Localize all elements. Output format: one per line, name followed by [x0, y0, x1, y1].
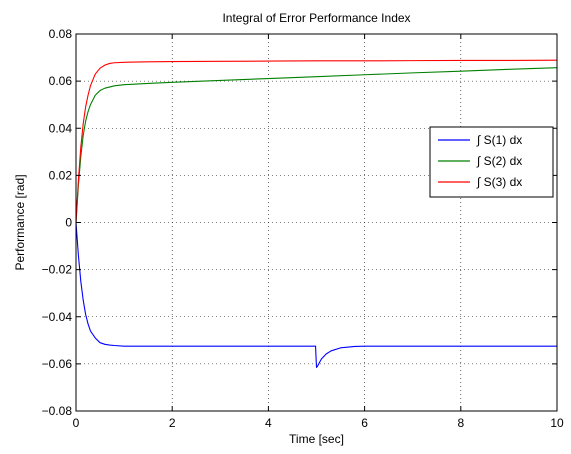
y-tick-label: 0.04 — [49, 121, 73, 135]
y-tick-label: 0.02 — [49, 168, 73, 182]
y-tick-label: −0.08 — [42, 404, 73, 418]
y-tick-label: −0.06 — [42, 357, 73, 371]
y-tick-label: 0.06 — [49, 74, 73, 88]
y-tick-label: 0.08 — [49, 27, 73, 41]
chart-title: Integral of Error Performance Index — [222, 11, 410, 25]
x-tick-label: 0 — [73, 416, 80, 430]
legend: ∫ S(1) dx ∫ S(2) dx ∫ S(3) dx — [429, 126, 554, 198]
series-layer — [75, 59, 558, 368]
legend-label-1: ∫ S(1) dx — [476, 133, 522, 147]
series-line-3 — [75, 59, 558, 223]
x-tick-label: 8 — [457, 416, 464, 430]
x-tick-label: 6 — [361, 416, 368, 430]
x-tick-label: 4 — [265, 416, 272, 430]
series-line-2 — [75, 67, 558, 223]
x-tick-label: 2 — [169, 416, 176, 430]
ticks: 0 2 4 6 8 10 −0.08 −0.06 −0.04 −0.02 0 0.02 0.04 0.06… — [42, 27, 564, 430]
y-tick-label: 0 — [65, 216, 72, 230]
series-line-1 — [75, 222, 557, 368]
y-tick-label: −0.04 — [42, 310, 73, 324]
legend-box — [429, 126, 554, 198]
legend-label-3: ∫ S(3) dx — [476, 175, 522, 189]
x-axis-title: Time [sec] — [289, 432, 344, 446]
legend-label-2: ∫ S(2) dx — [476, 154, 522, 168]
y-axis-title: Performance [rad] — [13, 174, 27, 270]
y-tick-label: −0.02 — [42, 263, 73, 277]
x-tick-label: 10 — [550, 416, 564, 430]
